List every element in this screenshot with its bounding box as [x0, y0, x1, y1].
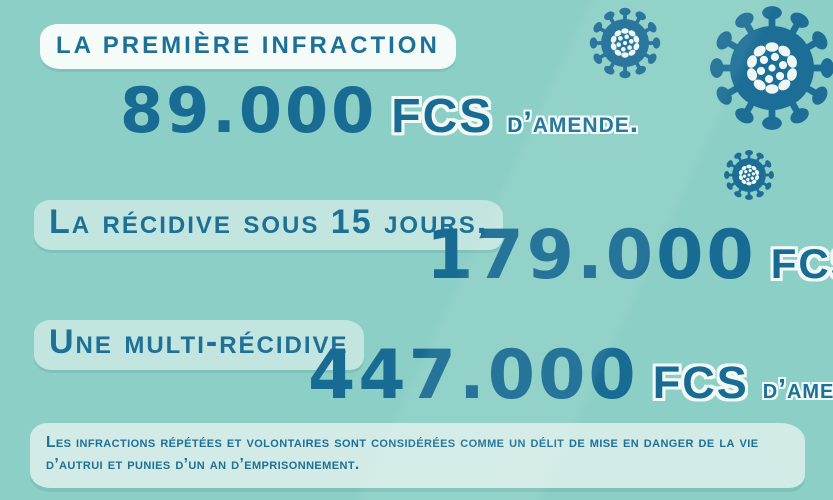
fine-suffix: d’amende.: [762, 373, 833, 404]
legal-note-line: Les infractions répétées et volontaires …: [46, 434, 759, 451]
currency-label: FCS: [770, 240, 833, 287]
legal-note-line: d’autrui et punies d’un an d’emprisonnem…: [46, 456, 360, 474]
currency-label: FCS: [652, 357, 749, 408]
multi-repeat-offense-amount: 447.000 FCS d’amende.: [308, 342, 833, 410]
repeat-offense-label: La récidive sous 15 jours,: [34, 200, 504, 250]
first-offense-label: LA PREMIÈRE INFRACTION: [40, 24, 456, 69]
first-offense-amount: 89.000 FCS d’amende.: [120, 80, 639, 142]
virus-icon: [700, 0, 833, 140]
currency-label: FCS: [391, 90, 494, 143]
repeat-offense-amount: 179.000 FCS: [426, 222, 833, 290]
virus-icon: [720, 146, 778, 204]
virus-icon: [584, 2, 666, 84]
amount-value: 179.000: [426, 216, 757, 295]
multi-repeat-offense-label: Une multi-récidive: [34, 320, 364, 370]
fine-suffix: d’amende.: [507, 106, 640, 139]
amount-value: 447.000: [308, 336, 639, 415]
amount-value: 89.000: [120, 74, 378, 147]
legal-note: Les infractions répétées et volontaires …: [30, 423, 805, 488]
